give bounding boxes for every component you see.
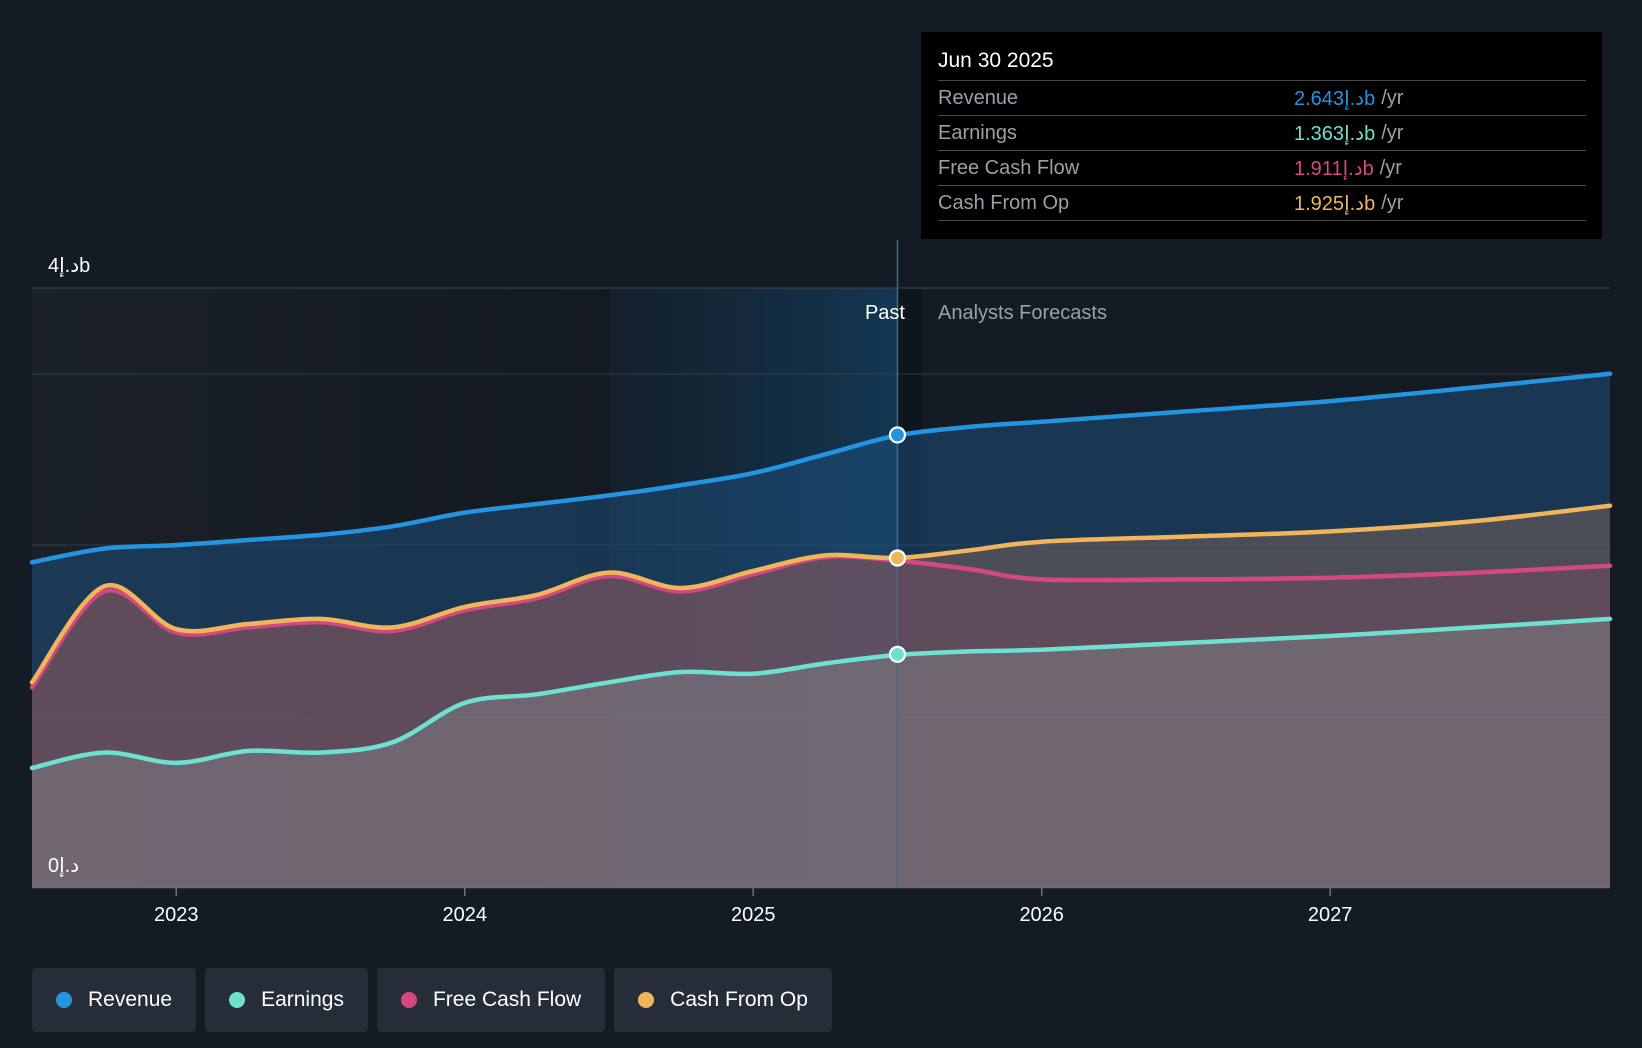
revenue-area (32, 373, 1610, 888)
tooltip-value: 1.911د.إb (1294, 157, 1374, 180)
legend-item-cash-from-op[interactable]: Cash From Op (614, 968, 832, 1032)
tooltip-row-free-cash-flow: Free Cash Flow 1.911د.إb /yr (938, 150, 1586, 185)
legend-item-free-cash-flow[interactable]: Free Cash Flow (376, 968, 606, 1032)
earnings-line (29, 616, 1613, 771)
x-tick-label: 2027 (1308, 904, 1353, 926)
x-tick-label: 2023 (154, 904, 199, 926)
tooltip-value: 1.925د.إb (1294, 192, 1376, 215)
tooltip-row-revenue: Revenue 2.643د.إb /yr (938, 80, 1586, 115)
y-tick-top: 4د.إb (48, 255, 90, 278)
x-tick-label: 2026 (1019, 904, 1064, 926)
earnings-marker (888, 645, 907, 663)
cash-from-op-dot-icon (638, 992, 655, 1008)
revenue-marker (888, 426, 907, 444)
legend-label: Earnings (261, 988, 344, 1011)
free-cash-flow-line (29, 554, 1613, 690)
earnings-area (32, 618, 1610, 888)
legend-item-revenue[interactable]: Revenue (32, 968, 197, 1032)
x-tick-label: 2025 (731, 904, 776, 926)
legend-label: Free Cash Flow (432, 988, 582, 1011)
cash-from-op-area (32, 505, 1610, 888)
legend-label: Cash From Op (670, 988, 808, 1011)
earnings-dot-icon (229, 992, 246, 1008)
x-tick-label: 2024 (442, 904, 487, 926)
tooltip-unit: /yr (1379, 156, 1402, 179)
legend-label: Revenue (88, 988, 173, 1011)
tooltip-row-cash-from-op: Cash From Op 1.925د.إb /yr (938, 185, 1586, 221)
tooltip-value: 1.363د.إb (1294, 122, 1376, 145)
past-label: Past (865, 302, 905, 324)
legend: Revenue Earnings Free Cash Flow Cash Fro… (32, 968, 832, 1032)
cash-from-op-marker (888, 549, 907, 567)
tooltip-label: Cash From Op (938, 191, 1070, 214)
revenue-line (29, 371, 1613, 565)
tooltip-label: Free Cash Flow (938, 156, 1080, 179)
tooltip-unit: /yr (1381, 191, 1404, 214)
tooltip: Jun 30 2025 Revenue 2.643د.إb /yr Earnin… (921, 32, 1602, 239)
cash-from-op-line (29, 503, 1613, 685)
tooltip-unit: /yr (1381, 121, 1404, 144)
tooltip-date: Jun 30 2025 (938, 49, 1054, 72)
tooltip-label: Revenue (938, 86, 1019, 109)
tooltip-unit: /yr (1381, 86, 1404, 109)
free-cash-flow-dot-icon (400, 992, 417, 1008)
tooltip-label: Earnings (938, 121, 1017, 144)
legend-item-earnings[interactable]: Earnings (205, 968, 368, 1032)
tooltip-row-earnings: Earnings 1.363د.إb /yr (938, 115, 1586, 150)
revenue-dot-icon (56, 992, 72, 1008)
y-tick-bottom: 0د.إ (48, 855, 79, 878)
forecast-label: Analysts Forecasts (938, 302, 1107, 324)
tooltip-value: 2.643د.إb (1294, 87, 1376, 110)
